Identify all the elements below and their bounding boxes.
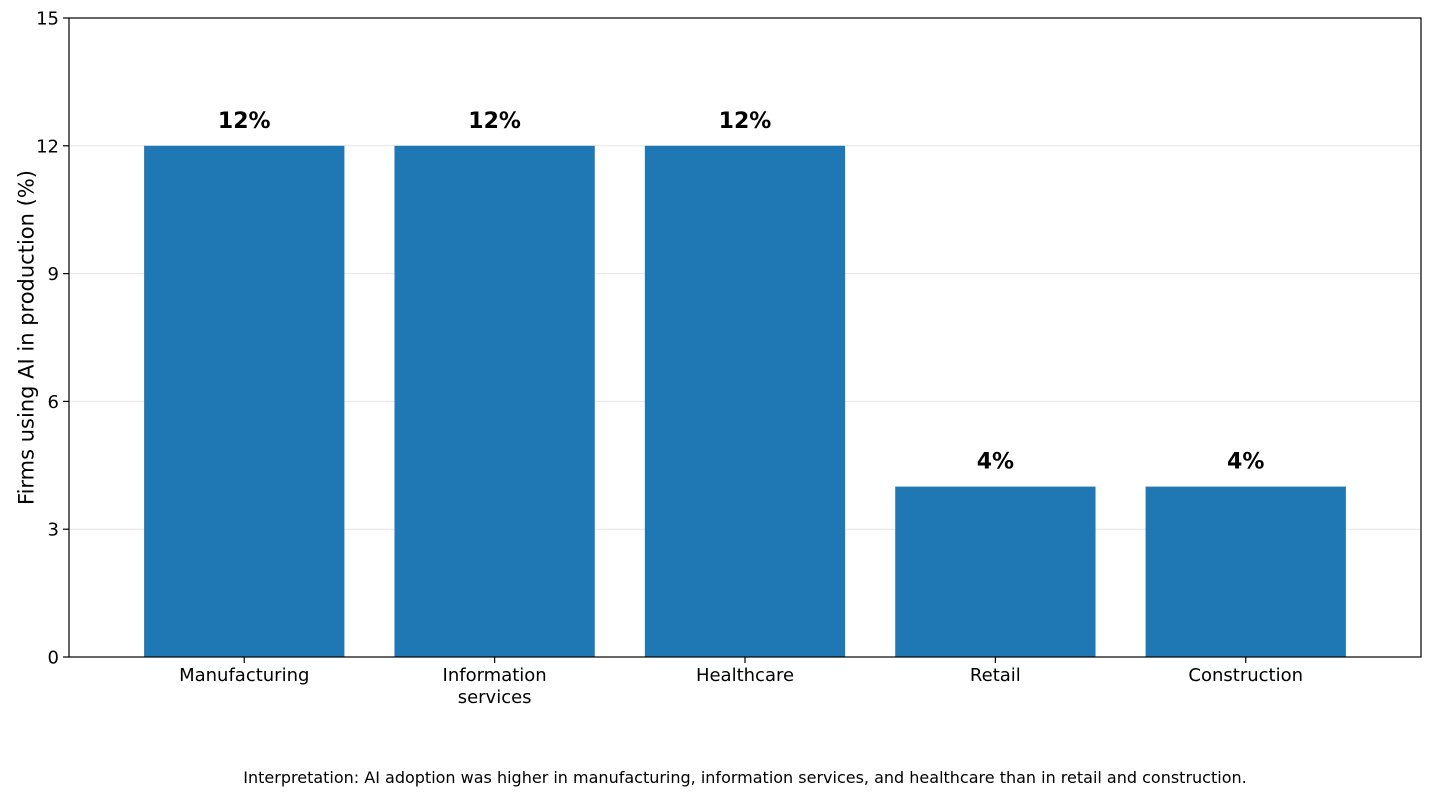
y-axis-title: Firms using AI in production (%) xyxy=(14,170,38,505)
bar-value-label: 4% xyxy=(977,450,1014,475)
bar xyxy=(895,486,1096,657)
interpretation-caption: Interpretation: AI adoption was higher i… xyxy=(243,768,1247,787)
y-tick-label: 3 xyxy=(48,520,59,541)
y-axis-ticks: 0 3 6 9 12 15 xyxy=(36,9,69,669)
bar xyxy=(1145,486,1346,657)
x-tick-label: Retail xyxy=(970,665,1021,686)
x-axis-ticks: Manufacturing Information services Healthca… xyxy=(179,657,1303,708)
y-tick-label: 9 xyxy=(48,264,59,285)
x-tick-label: Construction xyxy=(1188,665,1303,686)
bar xyxy=(394,145,595,658)
y-tick-label: 15 xyxy=(36,9,59,30)
bar xyxy=(144,145,345,658)
y-tick-label: 6 xyxy=(48,392,59,413)
bar-value-label: 12% xyxy=(218,109,271,134)
value-labels: 12% 12% 12% 4% 4% xyxy=(218,109,1264,475)
bar-value-label: 12% xyxy=(719,109,772,134)
x-tick-label: Healthcare xyxy=(696,665,794,686)
bar xyxy=(644,145,846,658)
y-tick-label: 12 xyxy=(36,136,59,157)
x-tick-label: Manufacturing xyxy=(179,665,309,686)
bar-value-label: 4% xyxy=(1227,450,1264,475)
bars xyxy=(144,145,1346,658)
x-tick-label: Information services xyxy=(443,665,547,708)
bar-value-label: 12% xyxy=(468,109,521,134)
y-tick-label: 0 xyxy=(48,648,59,669)
